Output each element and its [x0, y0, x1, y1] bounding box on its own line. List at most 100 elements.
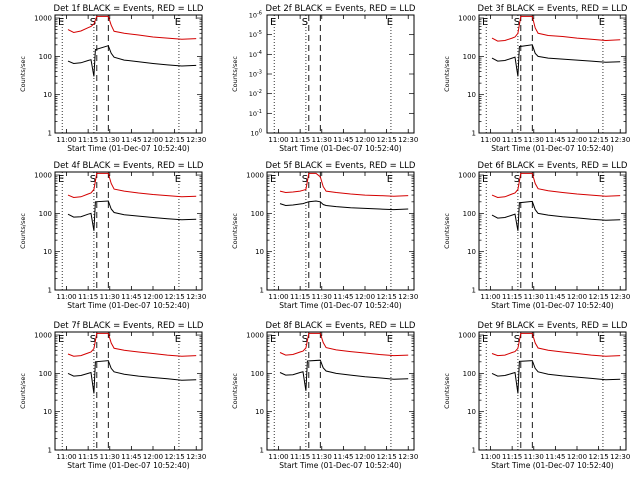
- marker-label: E: [387, 174, 393, 185]
- panel-title: Det 5f BLACK = Events, RED = LLD: [266, 161, 416, 171]
- panel-title: Det 3f BLACK = Events, RED = LLD: [478, 4, 628, 14]
- y-tick-label: 1000: [34, 172, 52, 180]
- x-tick-label: 11:15: [290, 453, 310, 461]
- x-axis-label: Start Time (01-Dec-07 10:52:40): [491, 461, 613, 470]
- x-tick-label: 12:15: [377, 136, 397, 144]
- y-axis-label: Counts/sec: [443, 213, 451, 249]
- y-tick-label: 1000: [458, 172, 476, 180]
- x-tick-label: 12:00: [567, 453, 587, 461]
- x-axis-label: Start Time (01-Dec-07 10:52:40): [491, 144, 613, 153]
- marker-label: S: [514, 174, 520, 185]
- x-tick-label: 12:15: [165, 453, 185, 461]
- x-tick-label: 12:00: [567, 293, 587, 301]
- marker-label: E: [599, 17, 605, 28]
- y-tick-label: 10: [43, 408, 52, 416]
- y-axis-label: Counts/sec: [19, 373, 27, 409]
- x-tick-label: 12:00: [355, 136, 375, 144]
- y-axis-label: Counts/sec: [443, 373, 451, 409]
- x-tick-label: 11:30: [100, 293, 120, 301]
- y-tick-label: 100: [251, 370, 264, 378]
- x-tick-label: 11:00: [268, 293, 288, 301]
- x-tick-label: 11:00: [268, 136, 288, 144]
- detector-panel-1: Det 1f BLACK = Events, RED = LLD Counts/s…: [19, 4, 206, 153]
- marker-label: E: [270, 174, 276, 185]
- x-tick-label: 12:00: [355, 453, 375, 461]
- x-tick-label: 12:30: [398, 136, 418, 144]
- detector-panel-2: Det 2f BLACK = Events, RED = LLD Counts/s…: [231, 4, 418, 153]
- marker-label: E: [599, 174, 605, 185]
- x-tick-label: 11:45: [121, 293, 141, 301]
- x-tick-label: 11:15: [502, 136, 522, 144]
- marker-label: E: [58, 174, 64, 185]
- y-tick-label: 1: [472, 130, 476, 138]
- x-tick-label: 12:30: [398, 453, 418, 461]
- x-tick-label: 12:15: [165, 136, 185, 144]
- x-axis-label: Start Time (01-Dec-07 10:52:40): [67, 301, 189, 310]
- x-tick-label: 11:30: [312, 136, 332, 144]
- y-tick-label: 1000: [458, 332, 476, 340]
- x-tick-label: 11:00: [56, 136, 76, 144]
- marker-label: S: [90, 174, 96, 185]
- plot-frame: [266, 171, 415, 291]
- marker-label: E: [387, 17, 393, 28]
- y-tick-label: 10: [467, 248, 476, 256]
- x-tick-label: 12:00: [143, 293, 163, 301]
- y-tick-label: 1: [472, 447, 476, 455]
- x-tick-label: 12:30: [186, 136, 206, 144]
- detector-panel-6: Det 6f BLACK = Events, RED = LLD Counts/s…: [443, 161, 630, 310]
- x-axis-label: Start Time (01-Dec-07 10:52:40): [279, 461, 401, 470]
- x-tick-label: 11:30: [100, 453, 120, 461]
- y-tick-label: 1: [260, 447, 264, 455]
- y-tick-label: 1: [48, 287, 52, 295]
- events-series-line: [491, 360, 621, 394]
- x-tick-label: 12:15: [377, 293, 397, 301]
- y-tick-label: 10-1: [249, 109, 262, 118]
- y-tick-label: 10-5: [249, 30, 262, 39]
- x-tick-label: 11:15: [290, 136, 310, 144]
- y-axis-label: Counts/sec: [231, 56, 239, 92]
- y-tick-label: 100: [251, 129, 262, 138]
- y-tick-label: 1: [260, 287, 264, 295]
- y-tick-label: 100: [39, 53, 52, 61]
- y-tick-label: 10: [255, 248, 264, 256]
- marker-label: E: [175, 334, 181, 345]
- panel-title: Det 1f BLACK = Events, RED = LLD: [54, 4, 204, 14]
- x-tick-label: 11:45: [545, 293, 565, 301]
- x-tick-label: 11:15: [78, 453, 98, 461]
- x-tick-label: 11:45: [545, 136, 565, 144]
- plot-frame: [478, 331, 627, 451]
- x-tick-label: 12:00: [355, 293, 375, 301]
- x-tick-label: 12:30: [186, 453, 206, 461]
- y-tick-label: 10-6: [249, 11, 262, 20]
- x-tick-label: 12:30: [610, 136, 630, 144]
- x-tick-label: 11:30: [312, 453, 332, 461]
- x-tick-label: 12:00: [567, 136, 587, 144]
- plot-frame: [478, 171, 627, 291]
- y-tick-label: 10: [467, 91, 476, 99]
- marker-label: E: [175, 17, 181, 28]
- marker-label: E: [482, 334, 488, 345]
- x-tick-label: 11:00: [56, 453, 76, 461]
- panel-title: Det 8f BLACK = Events, RED = LLD: [266, 321, 416, 331]
- events-series-line: [491, 44, 621, 77]
- x-tick-label: 11:30: [524, 453, 544, 461]
- y-axis-label: Counts/sec: [231, 373, 239, 409]
- marker-label: S: [514, 17, 520, 28]
- x-tick-label: 11:00: [480, 453, 500, 461]
- y-tick-label: 100: [39, 370, 52, 378]
- x-tick-label: 11:00: [56, 293, 76, 301]
- marker-label: S: [90, 17, 96, 28]
- x-tick-label: 11:30: [100, 136, 120, 144]
- y-tick-label: 1: [472, 287, 476, 295]
- lld-series-line: [491, 172, 621, 199]
- x-tick-label: 11:45: [333, 293, 353, 301]
- y-tick-label: 100: [39, 210, 52, 218]
- y-tick-label: 1000: [246, 332, 264, 340]
- y-tick-label: 1000: [34, 332, 52, 340]
- y-tick-label: 10-4: [249, 50, 262, 59]
- lld-series-line: [67, 332, 197, 357]
- x-tick-label: 11:00: [480, 136, 500, 144]
- x-tick-label: 11:15: [290, 293, 310, 301]
- x-tick-label: 12:30: [398, 293, 418, 301]
